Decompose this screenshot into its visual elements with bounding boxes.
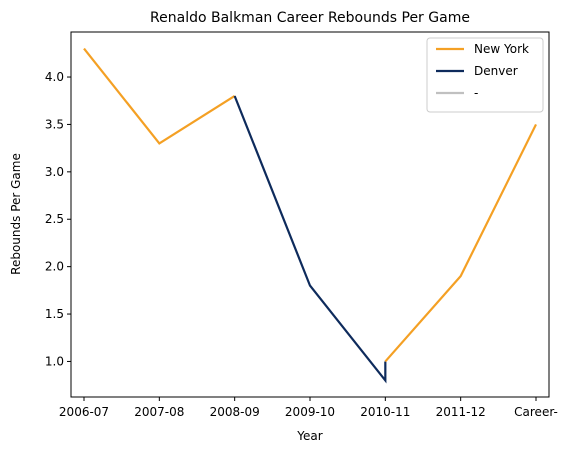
legend-label: Denver — [474, 64, 518, 78]
y-axis: 1.0 1.5 2.0 2.5 3.0 3.5 4.0 — [45, 70, 71, 368]
legend-label: - — [474, 86, 478, 100]
y-tick-label: 3.0 — [45, 165, 64, 179]
x-tick-label: 2006-07 — [59, 405, 109, 419]
legend-label: New York — [474, 42, 529, 56]
y-tick-label: 2.0 — [45, 260, 64, 274]
y-tick-label: 2.5 — [45, 212, 64, 226]
x-tick-label: 2010-11 — [360, 405, 410, 419]
x-axis: 2006-07 2007-08 2008-09 2009-10 2010-11 2011-… — [59, 397, 558, 419]
series-line-new-york — [384, 123, 537, 363]
legend: New York Denver - — [426, 37, 544, 113]
x-axis-title: Year — [296, 429, 322, 443]
series-line-new-york — [83, 47, 236, 145]
series-lines — [83, 47, 537, 384]
chart-title: Renaldo Balkman Career Rebounds Per Game — [150, 10, 470, 26]
series-line-denver — [233, 95, 387, 384]
x-tick-label: 2009-10 — [285, 405, 335, 419]
y-tick-label: 1.0 — [45, 354, 64, 368]
x-tick-label: Career- — [514, 405, 558, 419]
x-tick-label: 2007-08 — [134, 405, 184, 419]
x-tick-label: 2008-09 — [210, 405, 260, 419]
x-tick-label: 2011-12 — [436, 405, 486, 419]
y-tick-label: 3.5 — [45, 117, 64, 131]
y-tick-label: 4.0 — [45, 70, 64, 84]
y-tick-label: 1.5 — [45, 307, 64, 321]
y-axis-title: Rebounds Per Game — [9, 153, 23, 275]
